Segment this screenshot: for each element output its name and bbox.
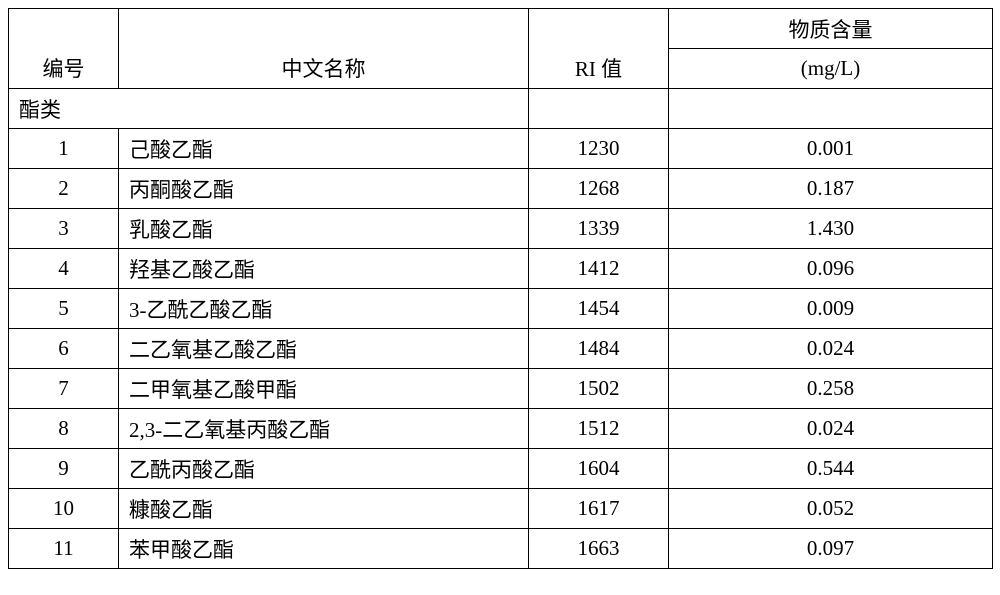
row-num: 6	[9, 329, 119, 369]
row-name: 二乙氧基乙酸乙酯	[119, 329, 529, 369]
row-ri: 1502	[529, 369, 669, 409]
row-ri: 1268	[529, 169, 669, 209]
row-val: 1.430	[669, 209, 993, 249]
row-name: 乳酸乙酯	[119, 209, 529, 249]
row-num: 11	[9, 529, 119, 569]
row-num: 10	[9, 489, 119, 529]
table-row: 4羟基乙酸乙酯14120.096	[9, 249, 993, 289]
row-num: 3	[9, 209, 119, 249]
row-ri: 1617	[529, 489, 669, 529]
table-row: 53-乙酰乙酸乙酯14540.009	[9, 289, 993, 329]
row-ri: 1230	[529, 129, 669, 169]
header-col1: 编号	[9, 49, 119, 89]
row-num: 2	[9, 169, 119, 209]
row-ri: 1454	[529, 289, 669, 329]
header-row-1: 物质含量	[9, 9, 993, 49]
header-col2: 中文名称	[119, 49, 529, 89]
header-blank-1	[9, 9, 119, 49]
row-val: 0.187	[669, 169, 993, 209]
row-name: 己酸乙酯	[119, 129, 529, 169]
row-val: 0.258	[669, 369, 993, 409]
header-col4-bot: (mg/L)	[669, 49, 993, 89]
header-col3: RI 值	[529, 49, 669, 89]
row-ri: 1604	[529, 449, 669, 489]
row-num: 5	[9, 289, 119, 329]
category-blank-2	[669, 89, 993, 129]
row-val: 0.024	[669, 329, 993, 369]
row-val: 0.096	[669, 249, 993, 289]
row-name: 乙酰丙酸乙酯	[119, 449, 529, 489]
header-col4-top: 物质含量	[669, 9, 993, 49]
table-row: 10糠酸乙酯16170.052	[9, 489, 993, 529]
header-blank-2	[119, 9, 529, 49]
row-num: 4	[9, 249, 119, 289]
row-num: 7	[9, 369, 119, 409]
category-blank-1	[529, 89, 669, 129]
table-row: 7二甲氧基乙酸甲酯15020.258	[9, 369, 993, 409]
table-row: 6二乙氧基乙酸乙酯14840.024	[9, 329, 993, 369]
header-row-2: 编号 中文名称 RI 值 (mg/L)	[9, 49, 993, 89]
row-ri: 1339	[529, 209, 669, 249]
table-row: 3乳酸乙酯13391.430	[9, 209, 993, 249]
row-val: 0.009	[669, 289, 993, 329]
row-name: 2,3-二乙氧基丙酸乙酯	[119, 409, 529, 449]
row-val: 0.001	[669, 129, 993, 169]
row-num: 9	[9, 449, 119, 489]
table-row: 2丙酮酸乙酯12680.187	[9, 169, 993, 209]
data-table: 物质含量 编号 中文名称 RI 值 (mg/L) 酯类 1己酸乙酯12300.0…	[8, 8, 993, 569]
table-row: 1己酸乙酯12300.001	[9, 129, 993, 169]
row-ri: 1663	[529, 529, 669, 569]
table-row: 9乙酰丙酸乙酯16040.544	[9, 449, 993, 489]
row-name: 苯甲酸乙酯	[119, 529, 529, 569]
row-num: 1	[9, 129, 119, 169]
row-name: 3-乙酰乙酸乙酯	[119, 289, 529, 329]
row-name: 丙酮酸乙酯	[119, 169, 529, 209]
row-name: 糠酸乙酯	[119, 489, 529, 529]
table-row: 82,3-二乙氧基丙酸乙酯15120.024	[9, 409, 993, 449]
header-blank-3	[529, 9, 669, 49]
row-name: 羟基乙酸乙酯	[119, 249, 529, 289]
row-val: 0.024	[669, 409, 993, 449]
category-cell: 酯类	[9, 89, 529, 129]
row-ri: 1484	[529, 329, 669, 369]
row-ri: 1512	[529, 409, 669, 449]
table-row: 11苯甲酸乙酯16630.097	[9, 529, 993, 569]
row-ri: 1412	[529, 249, 669, 289]
category-row: 酯类	[9, 89, 993, 129]
row-val: 0.097	[669, 529, 993, 569]
row-val: 0.052	[669, 489, 993, 529]
row-num: 8	[9, 409, 119, 449]
row-val: 0.544	[669, 449, 993, 489]
row-name: 二甲氧基乙酸甲酯	[119, 369, 529, 409]
